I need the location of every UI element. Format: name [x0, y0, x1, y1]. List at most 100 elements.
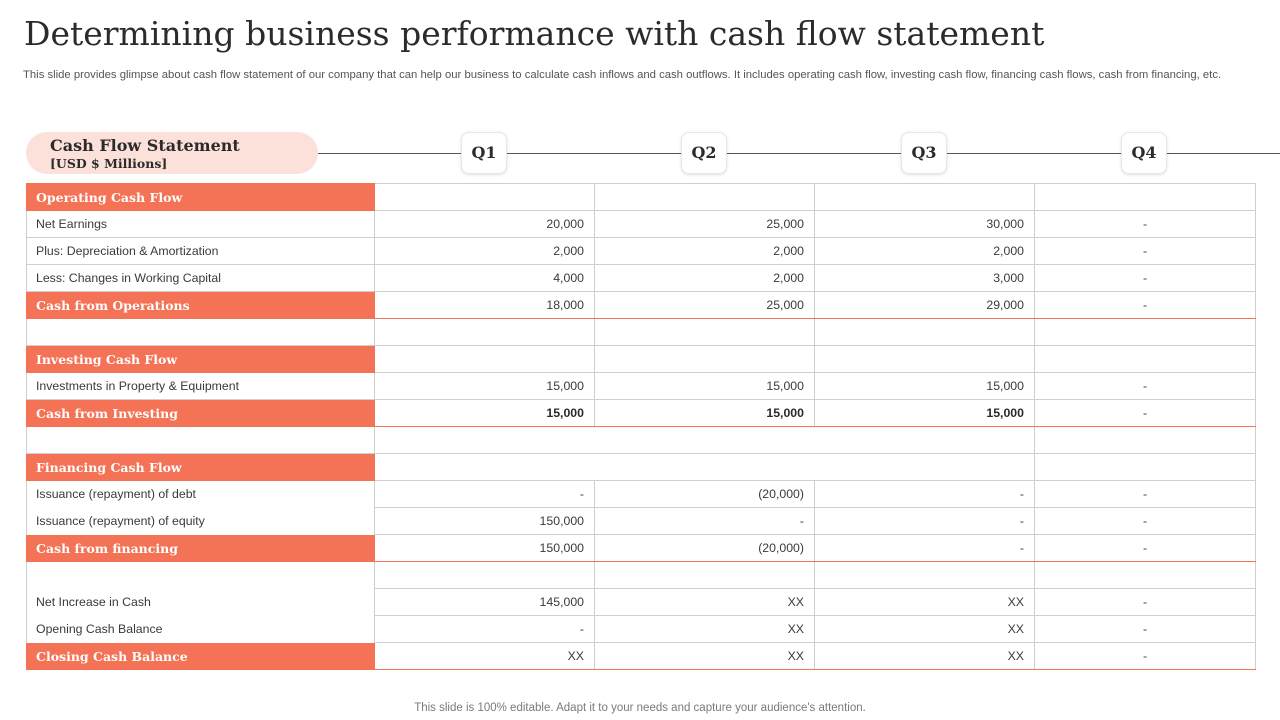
cell-q3: 30,000: [814, 210, 1035, 238]
cell-q1: -: [374, 615, 595, 643]
cell-q3: -: [814, 480, 1035, 508]
cell-q4: -: [1034, 642, 1256, 670]
cell-q1: [374, 561, 595, 589]
cell-q4: -: [1034, 291, 1256, 319]
row-label: Cash from Investing: [26, 399, 375, 427]
row-label: Opening Cash Balance: [26, 615, 375, 643]
row-label: Less: Changes in Working Capital: [26, 264, 375, 292]
cell-q2: [594, 561, 815, 589]
footer-note: This slide is 100% editable. Adapt it to…: [414, 702, 866, 714]
table-row: [26, 561, 1256, 589]
cell-q1: [374, 426, 595, 454]
cell-q1: 15,000: [374, 372, 595, 400]
table-row: Cash from Operations 18,000 25,000 29,000-: [26, 291, 1256, 319]
cell-q2: [594, 318, 815, 346]
table-row: Cash from Investing 15,000 15,000 15,000-: [26, 399, 1256, 427]
cell-q3: [814, 426, 1035, 454]
row-label: Issuance (repayment) of equity: [26, 507, 375, 535]
cell-q2: XX: [594, 642, 815, 670]
table-row: Plus: Depreciation & Amortization 2,000 2,…: [26, 237, 1256, 265]
row-label: Net Increase in Cash: [26, 588, 375, 616]
cell-q2: 25,000: [594, 291, 815, 319]
cell-q1: 18,000: [374, 291, 595, 319]
statement-unit: [USD $ Millions]: [50, 156, 168, 171]
cell-q1: 145,000: [374, 588, 595, 616]
cell-q4: -: [1034, 210, 1256, 238]
statement-title: Cash Flow Statement: [50, 136, 240, 155]
cell-q4: -: [1034, 399, 1256, 427]
cell-q2: [594, 345, 815, 373]
cell-q4: [1034, 426, 1256, 454]
row-label: Issuance (repayment) of debt: [26, 480, 375, 508]
page-subtitle: This slide provides glimpse about cash f…: [23, 69, 1222, 81]
cell-q4: -: [1034, 507, 1256, 535]
quarter-header-q4: Q4: [1121, 132, 1167, 174]
cell-q1: 2,000: [374, 237, 595, 265]
quarter-header-q3: Q3: [901, 132, 947, 174]
table-row: Net Earnings 20,000 25,000 30,000-: [26, 210, 1256, 238]
table-row: Net Increase in Cash 145,000 XX XX -: [26, 588, 1256, 616]
cell-q1: [374, 453, 595, 481]
cash-flow-table-body: Operating Cash Flow Net Earnings 20,000 25,…: [26, 183, 1256, 670]
table-row: Investments in Property & Equipment 15,00…: [26, 372, 1256, 400]
cell-q3: 3,000: [814, 264, 1035, 292]
quarter-header-q1: Q1: [461, 132, 507, 174]
cell-q4: [1034, 183, 1256, 211]
quarter-header-q2: Q2: [681, 132, 727, 174]
cell-q2: -: [594, 507, 815, 535]
page-title: Determining business performance with ca…: [24, 14, 1045, 53]
cell-q2: (20,000): [594, 534, 815, 562]
cell-q3: -: [814, 534, 1035, 562]
row-label: [26, 561, 375, 589]
cell-q4: -: [1034, 534, 1256, 562]
cell-q2: [594, 426, 815, 454]
cell-q3: 2,000: [814, 237, 1035, 265]
table-row: Less: Changes in Working Capital 4,000 2,0…: [26, 264, 1256, 292]
cell-q1: 20,000: [374, 210, 595, 238]
row-label: Financing Cash Flow: [26, 453, 375, 481]
cell-q2: XX: [594, 588, 815, 616]
table-row: Opening Cash Balance - XX XX -: [26, 615, 1256, 643]
cell-q1: 15,000: [374, 399, 595, 427]
cell-q2: 15,000: [594, 399, 815, 427]
table-row: Closing Cash Balance XX XX XX -: [26, 642, 1256, 670]
header-divider-line: [318, 153, 1280, 154]
cell-q3: 29,000: [814, 291, 1035, 319]
cell-q3: [814, 318, 1035, 346]
row-label: Investing Cash Flow: [26, 345, 375, 373]
table-row: [26, 426, 1256, 454]
cell-q2: [594, 453, 815, 481]
cell-q2: 2,000: [594, 237, 815, 265]
cell-q3: XX: [814, 615, 1035, 643]
cell-q3: XX: [814, 642, 1035, 670]
table-row: Cash from financing 150,000 (20,000) - -: [26, 534, 1256, 562]
row-label: [26, 426, 375, 454]
cell-q1: 150,000: [374, 507, 595, 535]
cell-q1: XX: [374, 642, 595, 670]
cell-q3: [814, 345, 1035, 373]
cell-q2: 15,000: [594, 372, 815, 400]
table-row: Operating Cash Flow: [26, 183, 1256, 211]
cell-q1: [374, 183, 595, 211]
cell-q3: [814, 561, 1035, 589]
row-label: Investments in Property & Equipment: [26, 372, 375, 400]
table-row: Issuance (repayment) of equity 150,000- - -: [26, 507, 1256, 535]
cell-q2: 2,000: [594, 264, 815, 292]
cash-flow-table: Operating Cash Flow Net Earnings 20,000 25,…: [26, 183, 1256, 670]
cell-q3: 15,000: [814, 372, 1035, 400]
cell-q1: 150,000: [374, 534, 595, 562]
row-label: Closing Cash Balance: [26, 642, 375, 670]
cell-q3: XX: [814, 588, 1035, 616]
cell-q4: [1034, 453, 1256, 481]
cell-q2: 25,000: [594, 210, 815, 238]
cell-q3: [814, 453, 1035, 481]
cell-q4: [1034, 345, 1256, 373]
table-row: Issuance (repayment) of debt - (20,000) - -: [26, 480, 1256, 508]
cell-q4: -: [1034, 264, 1256, 292]
cell-q2: [594, 183, 815, 211]
cell-q4: -: [1034, 588, 1256, 616]
row-label: [26, 318, 375, 346]
cell-q4: -: [1034, 237, 1256, 265]
cell-q1: 4,000: [374, 264, 595, 292]
cell-q1: [374, 345, 595, 373]
